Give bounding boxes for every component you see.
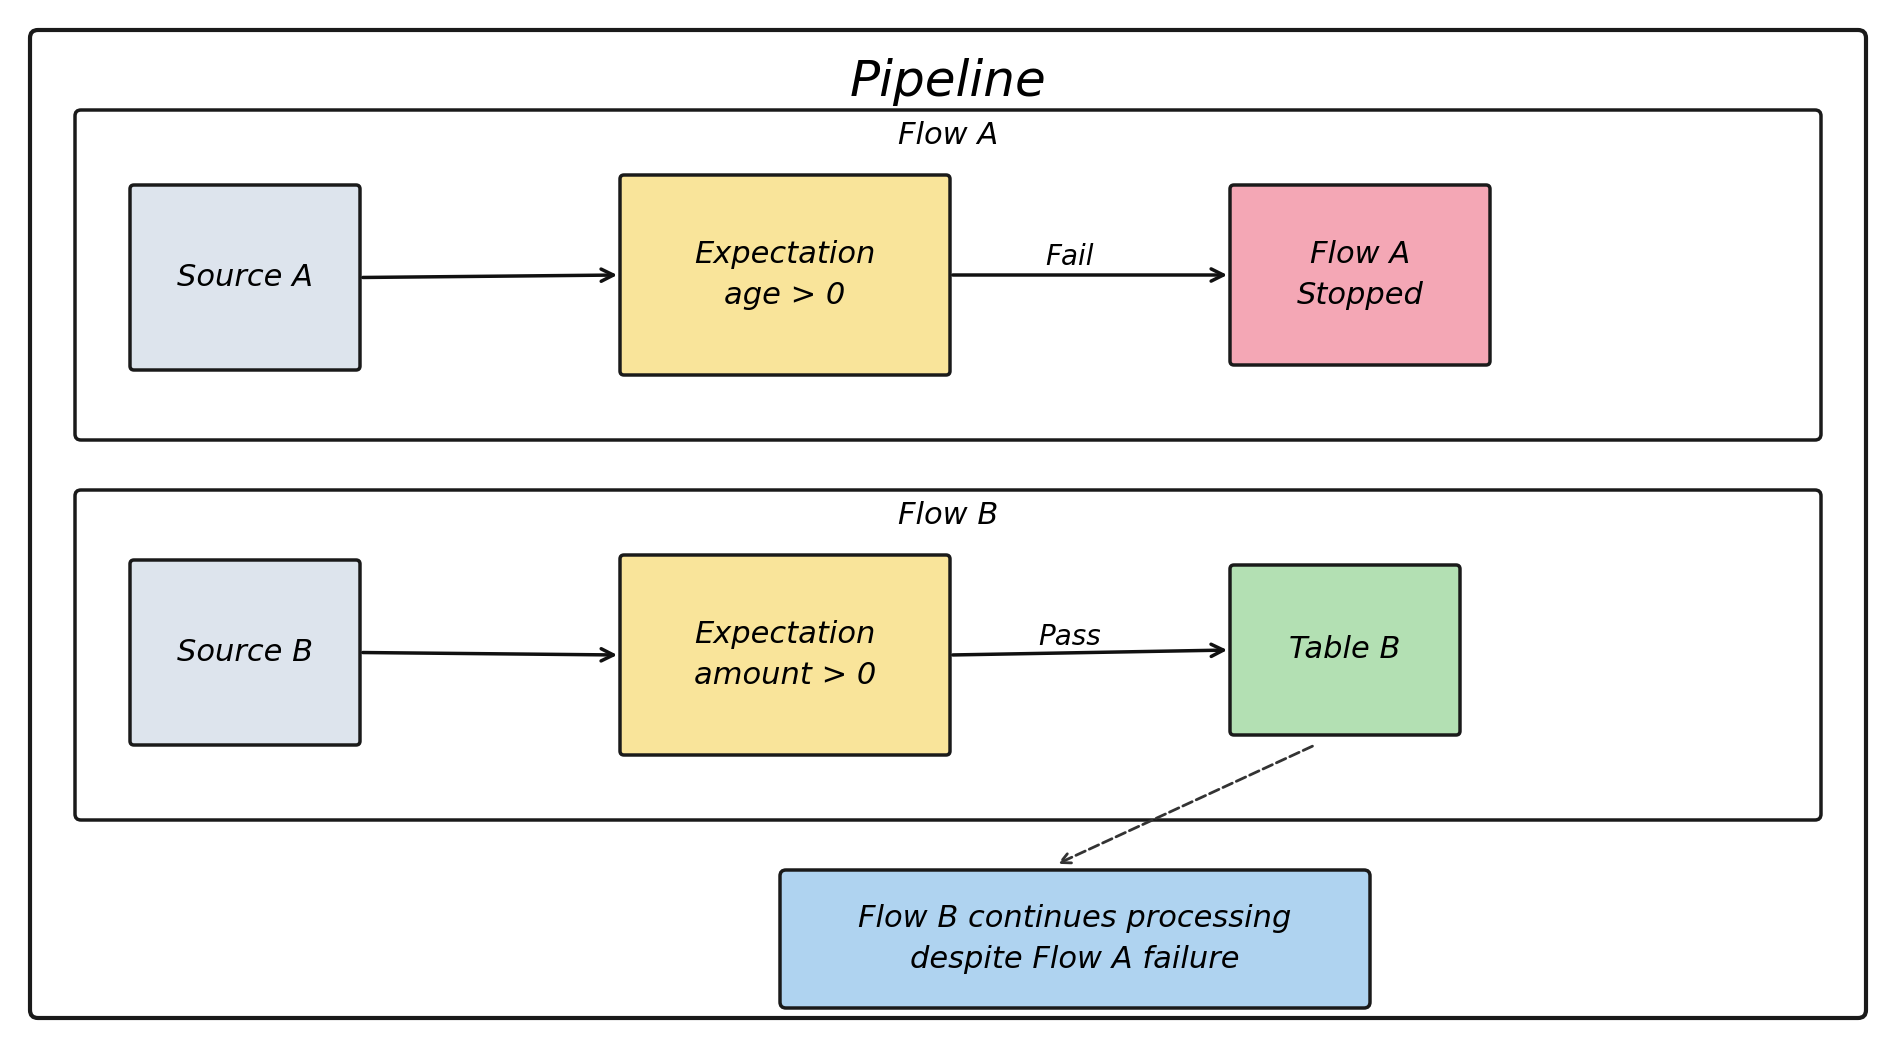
Text: Expectation
amount > 0: Expectation amount > 0 bbox=[694, 620, 876, 690]
FancyBboxPatch shape bbox=[131, 185, 360, 370]
FancyBboxPatch shape bbox=[1231, 565, 1460, 735]
Text: Flow A
Stopped: Flow A Stopped bbox=[1297, 240, 1424, 310]
FancyBboxPatch shape bbox=[620, 175, 950, 375]
FancyBboxPatch shape bbox=[620, 555, 950, 755]
Text: Expectation
age > 0: Expectation age > 0 bbox=[694, 240, 876, 310]
Text: Source A: Source A bbox=[176, 263, 313, 292]
Text: Flow A: Flow A bbox=[899, 122, 997, 151]
Text: Table B: Table B bbox=[1289, 635, 1401, 664]
FancyBboxPatch shape bbox=[76, 110, 1820, 440]
Text: Fail: Fail bbox=[1047, 243, 1094, 271]
Text: Flow B: Flow B bbox=[899, 502, 997, 530]
Text: Pass: Pass bbox=[1039, 623, 1102, 651]
FancyBboxPatch shape bbox=[76, 490, 1820, 820]
Text: Flow B continues processing
despite Flow A failure: Flow B continues processing despite Flow… bbox=[859, 904, 1291, 974]
FancyBboxPatch shape bbox=[131, 560, 360, 745]
FancyBboxPatch shape bbox=[1231, 185, 1490, 365]
Text: Source B: Source B bbox=[176, 638, 313, 667]
FancyBboxPatch shape bbox=[30, 30, 1866, 1018]
FancyBboxPatch shape bbox=[779, 870, 1371, 1008]
Text: Pipeline: Pipeline bbox=[849, 58, 1047, 106]
